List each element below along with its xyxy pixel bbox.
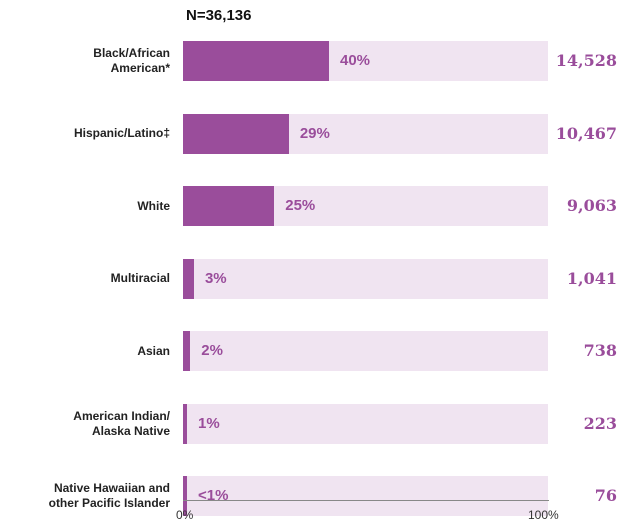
category-label: American Indian/Alaska Native: [0, 409, 170, 439]
bar: [183, 476, 187, 516]
count-label: 10,467: [555, 123, 617, 143]
bar-value-label: 40%: [340, 52, 371, 69]
bar-track: 1%: [183, 403, 548, 444]
count-label: 14,528: [555, 51, 617, 70]
bar-track: <1%: [183, 476, 548, 516]
bar: [183, 403, 187, 444]
bar: [183, 186, 275, 226]
bar-track: 2%: [183, 331, 548, 371]
bar-track: 25%: [183, 186, 548, 226]
bar-track: 29%: [183, 113, 548, 154]
category-label-line: Alaska Native: [91, 423, 170, 438]
category-label: Asian: [0, 344, 170, 359]
count-label: 223: [583, 413, 617, 433]
count-label: 738: [583, 341, 617, 360]
category-label: Native Hawaiian and other Pacific Islande…: [0, 481, 170, 511]
x-tick-max: 100%: [528, 508, 559, 522]
category-label-line: Native Hawaiian and: [53, 481, 170, 495]
bar-value-label: 2%: [201, 342, 223, 359]
bar-track: 3%: [183, 258, 548, 299]
category-label-line: other Pacific Islander: [48, 496, 170, 510]
bar-track: 40%: [183, 41, 548, 81]
category-label-line: Hispanic/Latino‡: [73, 126, 170, 140]
bar: [183, 41, 329, 81]
chart-title: N=36,136: [186, 7, 252, 24]
category-label-line: Multiracial: [110, 271, 170, 285]
bar: [183, 331, 191, 371]
bar-value-label: 1%: [198, 414, 220, 432]
category-label-line: White: [137, 198, 170, 213]
count-label: 1,041: [566, 268, 617, 288]
bar-value-label: 25%: [285, 197, 316, 214]
category-label-line: American*: [110, 61, 170, 75]
category-label: Multiracial: [0, 271, 170, 286]
x-axis-line: [183, 500, 549, 501]
bar-value-label: 29%: [299, 124, 330, 142]
bar: [183, 113, 289, 154]
category-label-line: American Indian/: [73, 408, 170, 423]
count-label: 76: [594, 486, 617, 505]
category-label-line: Asian: [137, 343, 170, 358]
category-label: White: [0, 199, 170, 214]
category-label: Black/African American*: [0, 46, 170, 76]
category-label-line: Black/African: [93, 46, 170, 60]
bar: [183, 258, 194, 299]
bar-value-label: 3%: [204, 269, 227, 287]
count-label: 9,063: [566, 196, 617, 215]
x-tick-min: 0%: [176, 508, 194, 522]
category-label: Hispanic/Latino‡: [0, 126, 170, 141]
bar-value-label: <1%: [198, 487, 229, 504]
